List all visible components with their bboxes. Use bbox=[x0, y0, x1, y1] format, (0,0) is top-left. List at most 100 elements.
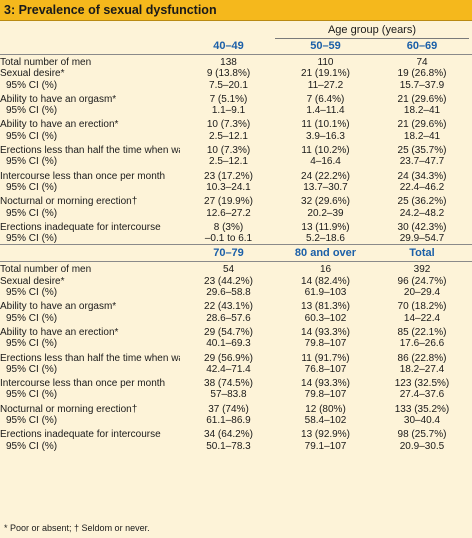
total-row: Total number of men 138 110 74 bbox=[0, 57, 472, 68]
column-header: 80 and over bbox=[294, 247, 357, 260]
cell: 85 (22.1%) bbox=[397, 326, 447, 338]
ci-cell: 23.7–47.7 bbox=[399, 156, 445, 168]
ci-row: 95% CI (%) 50.1–78.3 79.1–107 20.9–30.5 bbox=[0, 441, 472, 452]
ci-cell: 5.2–18.6 bbox=[306, 233, 345, 245]
row-label: Erections less than half the time when w… bbox=[0, 352, 180, 364]
column-header: 40–49 bbox=[213, 40, 244, 52]
cell: 54 bbox=[222, 264, 235, 276]
ci-cell: 20.2–39 bbox=[307, 207, 344, 219]
header-rule bbox=[0, 261, 472, 263]
row-label: Nocturnal or morning erection† bbox=[0, 403, 138, 415]
ci-cell: 20.9–30.5 bbox=[399, 440, 445, 452]
ci-cell: 2.5–12.1 bbox=[209, 130, 248, 142]
ci-label: 95% CI (%) bbox=[6, 415, 58, 427]
ci-cell: 2.5–12.1 bbox=[209, 156, 248, 168]
cell: 14 (82.4%) bbox=[301, 275, 350, 287]
ci-cell: 60.3–102 bbox=[304, 312, 347, 324]
table-row: Nocturnal or morning erection† 27 (19.9%)… bbox=[0, 196, 472, 207]
ci-cell: 20–29.4 bbox=[403, 287, 441, 299]
cell: 29 (54.7%) bbox=[204, 326, 253, 338]
ci-row: 95% CI (%) 40.1–69.3 79.8–107 17.6–26.6 bbox=[0, 338, 472, 349]
table-title: 3: Prevalence of sexual dysfunction bbox=[4, 3, 217, 17]
ci-cell: 14–22.4 bbox=[403, 312, 441, 324]
cell: 13 (11.9%) bbox=[301, 221, 350, 233]
ci-row: 95% CI (%) 1.1–9.1 1.4–11.4 18.2–41 bbox=[0, 105, 472, 116]
ci-label: 95% CI (%) bbox=[6, 156, 58, 168]
row-label: Nocturnal or morning erection† bbox=[0, 196, 138, 208]
cell: 21 (19.1%) bbox=[301, 68, 350, 80]
ci-row: 95% CI (%) 28.6–57.6 60.3–102 14–22.4 bbox=[0, 313, 472, 324]
ci-cell: 1.4–11.4 bbox=[306, 105, 345, 117]
cell: 23 (44.2%) bbox=[204, 275, 253, 287]
row-label: Intercourse less than once per month bbox=[0, 170, 166, 182]
table-row: Intercourse less than once per month 23 (… bbox=[0, 171, 472, 182]
cell: 14 (93.3%) bbox=[301, 378, 350, 390]
cell: 8 (3%) bbox=[213, 221, 244, 233]
ci-cell: 42.4–71.4 bbox=[206, 363, 251, 375]
cell: 24 (22.2%) bbox=[301, 170, 350, 182]
ci-label: 95% CI (%) bbox=[6, 312, 58, 324]
ci-label: 95% CI (%) bbox=[6, 207, 58, 219]
age-group-header: Age group (years) bbox=[0, 21, 472, 39]
ci-row: 95% CI (%) 2.5–12.1 4–16.4 23.7–47.7 bbox=[0, 156, 472, 167]
table-row: Ability to have an erection* 10 (7.3%) 11 … bbox=[0, 119, 472, 130]
cell: 74 bbox=[416, 57, 428, 68]
column-header: 50–59 bbox=[310, 40, 341, 52]
cell: 25 (36.2%) bbox=[397, 196, 447, 208]
table-row: Erections inadequate for intercourse 34 (… bbox=[0, 429, 472, 440]
cell: 37 (74%) bbox=[208, 403, 249, 415]
cell: 19 (26.8%) bbox=[397, 68, 447, 80]
cell: 34 (64.2%) bbox=[204, 429, 253, 441]
ci-cell: 29.9–54.7 bbox=[399, 233, 445, 245]
table-row: Erections less than half the time when w… bbox=[0, 145, 472, 156]
table-row: Sexual desire* 23 (44.2%) 14 (82.4%) 96 (24… bbox=[0, 276, 472, 287]
row-label: Total number of men bbox=[0, 57, 92, 68]
row-label: Erections inadequate for intercourse bbox=[0, 429, 161, 441]
ci-row: 95% CI (%) 7.5–20.1 11–27.2 15.7–37.9 bbox=[0, 80, 472, 91]
cell: 27 (19.9%) bbox=[204, 196, 253, 208]
row-label: Ability to have an erection* bbox=[0, 119, 119, 131]
cell: 13 (81.3%) bbox=[301, 301, 350, 313]
row-label: Sexual desire* bbox=[0, 68, 65, 80]
ci-cell: 61.9–103 bbox=[304, 287, 347, 299]
ci-cell: 50.1–78.3 bbox=[206, 440, 251, 452]
ci-cell: 18.2–41 bbox=[403, 105, 441, 117]
ci-label: 95% CI (%) bbox=[6, 440, 58, 452]
cell: 7 (6.4%) bbox=[306, 93, 345, 105]
column-header: 70–79 bbox=[213, 247, 244, 260]
age-group-label: Age group (years) bbox=[275, 24, 469, 39]
cell: 13 (92.9%) bbox=[301, 429, 350, 441]
cell: 29 (56.9%) bbox=[204, 352, 253, 364]
table-row: Erections less than half the time when w… bbox=[0, 353, 472, 364]
ci-cell: 79.1–107 bbox=[304, 440, 347, 452]
ci-label: 95% CI (%) bbox=[6, 79, 58, 91]
column-header: 60–69 bbox=[406, 40, 438, 52]
table-row: Ability to have an orgasm* 22 (43.1%) 13 (… bbox=[0, 301, 472, 312]
ci-row: 95% CI (%) 29.6–58.8 61.9–103 20–29.4 bbox=[0, 287, 472, 298]
panel-younger: 40–49 50–59 60–69 Total number of men 138 110… bbox=[0, 38, 472, 244]
ci-label: 95% CI (%) bbox=[6, 181, 58, 193]
cell: 38 (74.5%) bbox=[204, 378, 253, 390]
ci-cell: 18.2–27.4 bbox=[399, 363, 445, 375]
cell: 21 (29.6%) bbox=[397, 93, 447, 105]
ci-row: 95% CI (%) 42.4–71.4 76.8–107 18.2–27.4 bbox=[0, 364, 472, 375]
ci-cell: 10.3–24.1 bbox=[206, 181, 251, 193]
row-label: Sexual desire* bbox=[0, 275, 65, 287]
ci-cell: 12.6–27.2 bbox=[206, 207, 251, 219]
footnote: * Poor or absent; † Seldom or never. bbox=[4, 523, 150, 533]
ci-label: 95% CI (%) bbox=[6, 287, 58, 299]
row-label: Total number of men bbox=[0, 264, 92, 276]
cell: 11 (10.2%) bbox=[301, 145, 350, 157]
cell: 98 (25.7%) bbox=[397, 429, 447, 441]
ci-cell: 28.6–57.6 bbox=[206, 312, 251, 324]
row-label: Ability to have an erection* bbox=[0, 326, 119, 338]
cell: 96 (24.7%) bbox=[397, 275, 447, 287]
ci-cell: 17.6–26.6 bbox=[399, 338, 445, 350]
cell: 12 (80%) bbox=[305, 403, 346, 415]
cell: 16 bbox=[319, 264, 332, 276]
ci-cell: 13.7–30.7 bbox=[303, 181, 348, 193]
ci-cell: 11–27.2 bbox=[307, 79, 344, 91]
ci-cell: 58.4–102 bbox=[304, 415, 347, 427]
title-bar: 3: Prevalence of sexual dysfunction bbox=[0, 0, 472, 21]
